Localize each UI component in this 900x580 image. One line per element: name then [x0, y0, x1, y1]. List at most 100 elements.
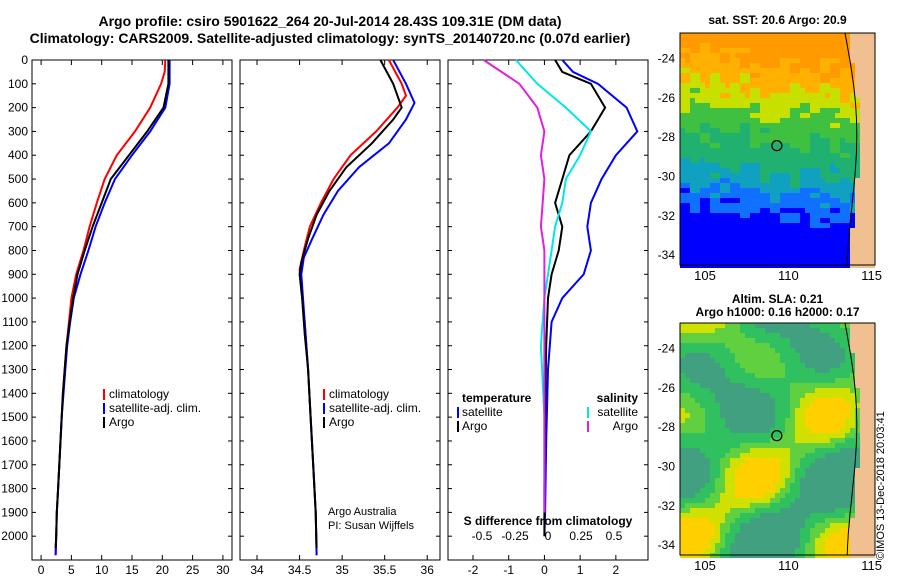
sla-map-cell: [835, 423, 840, 428]
sla-map-cell: [695, 533, 700, 538]
sla-map-cell: [800, 398, 805, 403]
sst-map-cell: [820, 258, 825, 263]
sst-map-cell: [685, 148, 690, 153]
sla-map-cell: [745, 378, 750, 383]
sla-map-cell: [865, 423, 870, 428]
sst-map-cell: [835, 58, 840, 63]
sla-map-cell: [810, 533, 815, 538]
sst-map-cell: [780, 88, 785, 93]
sst-map-cell: [680, 38, 685, 43]
sst-map-cell: [735, 63, 740, 68]
sla-map-cell: [775, 343, 780, 348]
sla-map-cell: [800, 408, 805, 413]
sla-map-cell: [740, 503, 745, 508]
sst-map-cell: [820, 118, 825, 123]
sst-map-cell: [690, 253, 695, 258]
sla-map-cell: [825, 328, 830, 333]
y-tick-label: 1300: [1, 363, 28, 377]
sla-map-cell: [855, 533, 860, 538]
sst-map-cell: [785, 193, 790, 198]
x-tick-label-differences: 2: [613, 563, 620, 577]
sla-map-cell: [785, 403, 790, 408]
sst-map-cell: [840, 68, 845, 73]
sla-map-cell: [860, 498, 865, 503]
sla-map-cell: [760, 523, 765, 528]
sla-map-cell: [700, 378, 705, 383]
sst-map-cell: [730, 233, 735, 238]
sla-map-cell: [750, 473, 755, 478]
sla-map-cell: [755, 373, 760, 378]
sst-map-cell: [685, 123, 690, 128]
sla-map-cell: [850, 473, 855, 478]
sla-map-cell: [690, 373, 695, 378]
sst-map-cell: [750, 228, 755, 233]
sst-map-cell: [820, 143, 825, 148]
sla-map-cell: [845, 383, 850, 388]
sst-map-cell: [750, 43, 755, 48]
sst-map-cell: [820, 63, 825, 68]
sst-map-cell: [695, 218, 700, 223]
sla-map-cell: [795, 468, 800, 473]
sla-map-cell: [715, 513, 720, 518]
sla-map-cell: [765, 403, 770, 408]
sst-map-cell: [740, 208, 745, 213]
sla-map-cell: [780, 393, 785, 398]
sst-map-cell: [850, 258, 855, 263]
sst-map-cell: [725, 178, 730, 183]
sla-map-cell: [755, 538, 760, 543]
sla-map-cell: [790, 348, 795, 353]
sla-map-cell: [770, 428, 775, 433]
sst-map-cell: [865, 258, 870, 263]
sst-map-cell: [785, 248, 790, 253]
sst-map-cell: [790, 38, 795, 43]
sst-map-cell: [700, 233, 705, 238]
sst-map-cell: [730, 228, 735, 233]
sst-map-cell: [820, 198, 825, 203]
sla-map-cell: [725, 363, 730, 368]
sst-map-cell: [745, 168, 750, 173]
sla-map-cell: [680, 363, 685, 368]
sla-map-cell: [715, 433, 720, 438]
sla-map-cell: [735, 373, 740, 378]
sst-map-cell: [805, 38, 810, 43]
sla-map-cell: [795, 543, 800, 548]
sst-map-cell: [795, 118, 800, 123]
sst-map-cell: [770, 168, 775, 173]
sst-map-cell: [760, 248, 765, 253]
sla-map-cell: [845, 403, 850, 408]
sla-map-cell: [825, 463, 830, 468]
sla-map-cell: [755, 348, 760, 353]
sla-map-cell: [685, 508, 690, 513]
y-tick-label: 600: [8, 196, 28, 210]
sla-map-cell: [815, 523, 820, 528]
sst-map-cell: [860, 33, 865, 38]
sla-map-cell: [715, 373, 720, 378]
sst-map-cell: [720, 138, 725, 143]
sla-map-cell: [815, 408, 820, 413]
sla-map-cell: [840, 393, 845, 398]
sla-map-cell: [775, 408, 780, 413]
sla-map-cell: [700, 373, 705, 378]
sla-map-cell: [800, 458, 805, 463]
sst-map-cell: [765, 98, 770, 103]
sst-map-cell: [805, 128, 810, 133]
sla-map-cell: [790, 533, 795, 538]
sla-map-cell: [830, 443, 835, 448]
sla-map-cell: [800, 418, 805, 423]
sla-map-cell: [845, 493, 850, 498]
sla-map-cell: [690, 503, 695, 508]
sst-map-cell: [770, 158, 775, 163]
sst-map-cell: [825, 108, 830, 113]
sla-map-cell: [855, 353, 860, 358]
sst-map-cell: [680, 143, 685, 148]
sla-map-cell: [680, 403, 685, 408]
sst-map-cell: [680, 98, 685, 103]
sst-map-cell: [825, 123, 830, 128]
sla-map-cell: [680, 513, 685, 518]
sst-map-cell: [820, 208, 825, 213]
sla-map-cell: [690, 523, 695, 528]
sst-map-cell: [795, 198, 800, 203]
sst-map-cell: [785, 48, 790, 53]
sst-map-cell: [740, 118, 745, 123]
sla-map-cell: [810, 373, 815, 378]
